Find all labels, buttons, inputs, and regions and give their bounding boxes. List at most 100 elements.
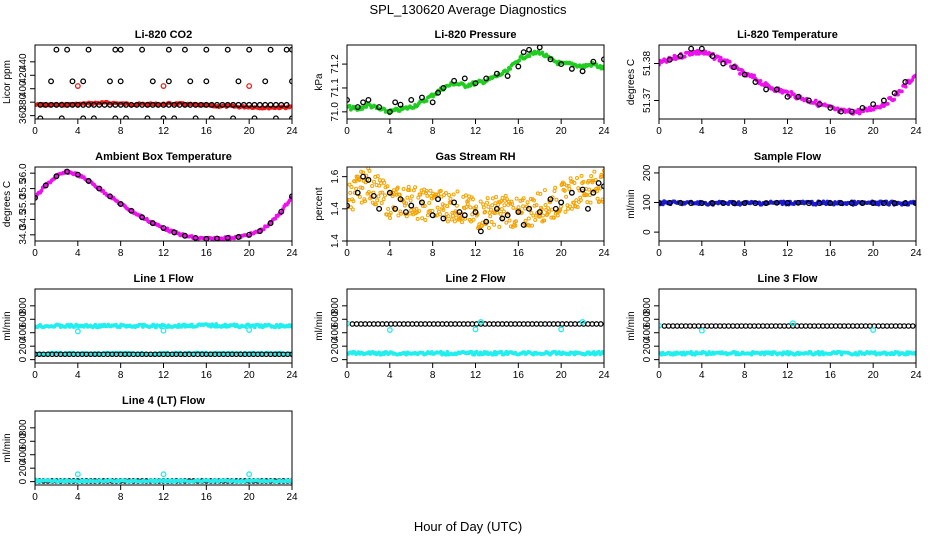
data-point [558,204,563,209]
y-tick-label: 71.0 [330,102,341,122]
data-point [445,219,450,224]
data-point [396,213,401,218]
data-point [262,78,269,85]
series-band [347,49,604,116]
data-point [454,203,459,208]
data-point [353,186,358,191]
data-point [278,101,285,108]
data-point [838,108,844,115]
data-point [555,213,560,218]
data-point [563,209,568,214]
data-point [408,96,415,103]
data-point [698,45,705,52]
data-point [398,211,403,216]
data-point [373,202,378,207]
data-point [359,169,364,174]
data-point [688,200,695,207]
data-point [165,46,172,53]
data-point [404,214,409,219]
data-point [379,181,384,186]
data-point [139,214,146,221]
data-point [117,78,124,85]
data-point [407,188,412,193]
data-point [181,101,188,108]
data-point [406,184,411,189]
data-point [447,193,452,198]
data-point [360,173,367,180]
data-point [416,195,421,200]
data-point [377,178,382,183]
data-point [96,185,103,192]
data-point [357,194,362,199]
data-point [588,200,593,205]
y-tick-label: 0 [330,356,341,362]
y-tick-label: 200 [18,459,29,476]
data-point [419,94,425,101]
data-point [246,327,253,333]
data-point [192,101,199,108]
y-tick-label: 420 [18,66,29,83]
y-tick-label: 35.5 [18,178,29,198]
y-tick-label: 1.4 [330,234,341,248]
x-tick-label: 24 [286,248,298,259]
y-tick-label: 1.6 [330,169,341,183]
data-point [448,196,453,201]
data-point [160,115,167,119]
data-point [573,204,578,209]
y-tick-label: 380 [18,93,29,110]
x-tick-label: 20 [244,248,256,259]
data-point [352,190,357,195]
data-point [430,208,435,213]
data-point [395,185,400,190]
y-tick-label: 400 [18,446,29,463]
x-tick-label: 24 [286,492,298,503]
data-point [698,200,705,207]
data-point [474,204,479,209]
data-point [552,188,557,193]
data-point [171,115,178,119]
series-cloud [347,167,604,231]
data-point [856,107,861,112]
data-point [526,205,532,212]
data-point [451,77,458,84]
data-point [388,215,393,220]
data-point [80,115,87,119]
data-point [795,93,802,100]
data-point [540,50,545,55]
y-tick-label: 200 [642,164,653,181]
data-point [552,205,559,212]
data-point [785,90,790,95]
data-point [558,199,565,206]
series-cyan-out [74,327,253,335]
y-tick-label: 0 [642,356,653,362]
data-point [511,205,516,210]
data-point [731,64,737,71]
data-point [472,209,479,215]
data-point [128,207,135,214]
y-axis-label: ml/min [2,311,13,340]
data-point [902,200,909,207]
y-tick-label: 200 [642,337,653,354]
data-point [666,56,673,63]
data-point [488,214,493,219]
data-point [440,215,447,222]
x-tick-label: 24 [286,126,298,137]
data-point [789,320,796,327]
data-point [579,173,584,178]
data-point [107,101,113,108]
data-point [540,213,545,218]
x-tick-label: 20 [244,492,256,503]
plot-area [347,45,604,116]
data-point [397,109,402,113]
data-point [446,214,451,219]
data-point [74,83,81,89]
x-tick-label: 8 [430,248,436,259]
data-point [42,101,49,108]
x-tick-label: 24 [286,370,298,381]
data-point [870,327,877,333]
data-point [74,471,81,478]
data-point [436,192,441,197]
y-axis-label: ml/min [626,311,637,340]
x-tick-label: 16 [513,248,525,259]
data-point [416,209,421,214]
